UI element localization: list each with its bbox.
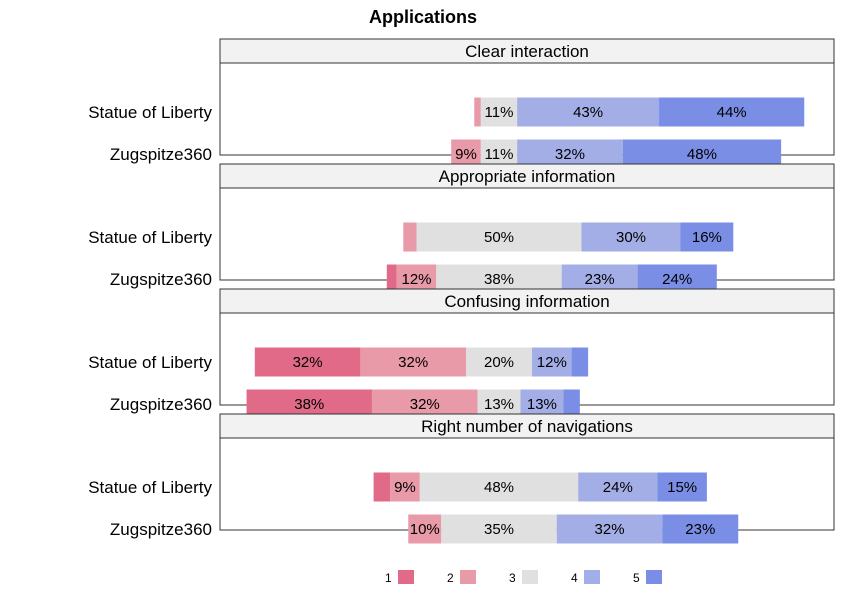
bar-segment-level-4 [532,347,572,377]
category-label: Statue of Liberty [88,103,212,122]
bar-segment-level-3 [480,97,518,127]
bar-value-label: 15% [667,479,697,496]
bar-segment-level-2 [474,97,481,127]
bar-segment-level-1 [254,347,361,377]
panel-title: Confusing information [444,292,609,311]
panel-strip [219,38,835,64]
bar-segment-level-4 [517,97,660,127]
legend-swatch [522,570,538,584]
category-label: Statue of Liberty [88,478,212,497]
bar-value-label: 32% [293,354,323,371]
bar-row: Statue of Liberty 11% 43% 44% [88,97,805,127]
bar-value-label: 10% [410,521,440,538]
category-label: Zugspitze360 [110,270,212,289]
bar-value-label: 38% [294,396,324,413]
bar-segment-level-5 [571,347,589,377]
bar-value-label: 13% [484,396,514,413]
bar-segment-level-5 [662,514,739,544]
chart-title: Applications [369,7,477,27]
panel-strip [219,163,835,189]
legend-label: 5 [633,571,640,585]
legend-label: 4 [571,571,578,585]
legend-swatch [584,570,600,584]
legend-item: 2 [447,570,476,585]
legend: 1 2 3 4 5 [385,570,662,585]
bar-segment-level-2 [390,472,420,502]
panel-title: Clear interaction [465,42,589,61]
panel: Confusing information Statue of Liberty 32… [88,288,835,419]
bar-value-label: 43% [573,104,603,121]
bar-value-label: 32% [410,396,440,413]
bar-value-label: 9% [455,146,477,163]
bar-segment-level-1 [386,264,397,294]
bar-segment-level-3 [466,347,532,377]
bar-value-label: 48% [687,146,717,163]
bar-value-label: 23% [585,271,615,288]
bar-segment-level-3 [441,514,557,544]
bar-segment-level-5 [563,389,580,419]
legend-swatch [646,570,662,584]
panel: Appropriate information Statue of Liberty… [88,163,835,294]
bar-segment-level-2 [403,222,417,252]
bar-row: Statue of Liberty 50% 30% 16% [88,222,734,252]
bar-row: Zugspitze360 10% 35% 32% 23% [110,514,739,544]
bar-value-label: 32% [555,146,585,163]
bar-value-label: 11% [485,146,514,163]
bar-segment-level-5 [659,97,805,127]
bar-value-label: 44% [717,104,747,121]
bar-value-label: 23% [685,521,715,538]
bar-segment-level-3 [419,472,579,502]
panel-strip [219,413,835,439]
bar-segment-level-4 [556,514,663,544]
panel-title: Right number of navigations [421,417,633,436]
bar-segment-level-5 [680,222,734,252]
category-label: Zugspitze360 [110,395,212,414]
bar-value-label: 50% [484,229,514,246]
bar-segment-level-1 [373,472,391,502]
bar-value-label: 35% [484,521,514,538]
bar-value-label: 11% [485,104,514,121]
legend-label: 3 [509,571,516,585]
legend-item: 5 [633,570,662,585]
bar-row: Statue of Liberty 32% 32% 20% 12% [88,347,589,377]
bar-value-label: 12% [401,271,431,288]
bar-value-label: 48% [484,479,514,496]
bar-value-label: 16% [692,229,722,246]
legend-label: 2 [447,571,454,585]
legend-item: 4 [571,570,600,585]
bar-segment-level-2 [360,347,466,377]
panel-title: Appropriate information [439,167,616,186]
bar-value-label: 32% [595,521,625,538]
legend-item: 3 [509,570,538,585]
bar-value-label: 13% [527,396,557,413]
category-label: Zugspitze360 [110,145,212,164]
bar-segment-level-5 [657,472,707,502]
bar-value-label: 30% [616,229,646,246]
legend-item: 1 [385,570,414,585]
bar-segment-level-3 [416,222,582,252]
bar-value-label: 38% [484,271,514,288]
panel: Right number of navigations Statue of Lib… [88,413,835,544]
bar-value-label: 20% [484,354,514,371]
bar-segment-level-4 [581,222,681,252]
bar-value-label: 24% [603,479,633,496]
bar-segment-level-4 [578,472,658,502]
legend-label: 1 [385,571,392,585]
panel: Clear interaction Statue of Liberty 11% 43%… [88,38,835,169]
bar-segment-level-2 [408,514,442,544]
bar-value-label: 9% [394,479,416,496]
category-label: Statue of Liberty [88,353,212,372]
chart-panels: Clear interaction Statue of Liberty 11% 43%… [88,38,835,544]
bar-row: Statue of Liberty 9% 48% 24% 15% [88,472,707,502]
bar-value-label: 24% [662,271,692,288]
category-label: Statue of Liberty [88,228,212,247]
bar-value-label: 32% [398,354,428,371]
bar-value-label: 12% [537,354,567,371]
legend-swatch [460,570,476,584]
category-label: Zugspitze360 [110,520,212,539]
legend-swatch [398,570,414,584]
